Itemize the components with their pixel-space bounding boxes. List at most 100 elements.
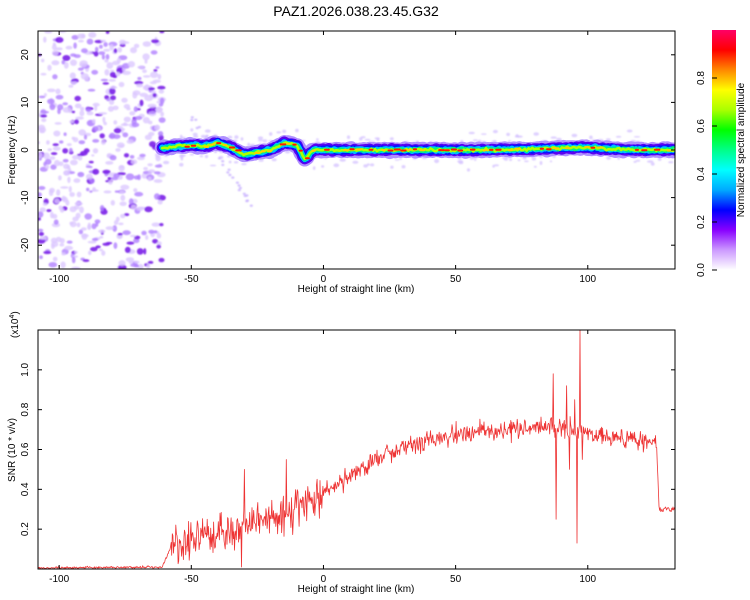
faint-blob: [271, 158, 277, 162]
noise-blob: [158, 89, 165, 94]
noise-blob: [48, 262, 58, 268]
noise-blob: [153, 69, 158, 72]
noise-blob: [54, 159, 60, 167]
faint-blob: [189, 153, 194, 156]
colorbar-tick-label: 0.8: [696, 71, 707, 85]
noise-blob: [141, 230, 147, 236]
noise-blob: [90, 247, 98, 252]
faint-blob: [626, 129, 633, 133]
noise-blob: [39, 236, 47, 240]
noise-blob: [38, 124, 46, 131]
snr-xlabel: Height of straight line (km): [298, 584, 415, 595]
noise-blob: [87, 240, 97, 244]
noise-blob: [70, 59, 77, 66]
faint-blob: [193, 135, 199, 138]
noise-blob: [73, 178, 81, 183]
snr-scale-factor: (x104): [9, 311, 21, 338]
noise-blob: [83, 134, 88, 140]
noise-blob: [69, 120, 75, 124]
noise-blob: [110, 95, 116, 101]
noise-blob: [86, 38, 94, 45]
faint-blob: [163, 160, 170, 165]
faint-blob: [466, 168, 471, 172]
noise-blob: [47, 98, 55, 105]
noise-blob: [153, 179, 163, 183]
noise-blob: [101, 139, 106, 145]
noise-blob: [157, 74, 162, 80]
noise-blob: [71, 110, 76, 114]
faint-blob: [228, 160, 232, 164]
noise-blob: [79, 110, 85, 117]
noise-blob: [80, 227, 87, 231]
noise-blob: [98, 248, 103, 252]
noise-blob: [38, 211, 44, 218]
noise-blob: [109, 86, 118, 89]
noise-blob: [59, 243, 65, 247]
noise-blob: [88, 32, 97, 38]
noise-blob: [149, 141, 156, 148]
noise-blob: [47, 148, 52, 152]
noise-blob: [106, 98, 111, 102]
noise-blob: [70, 266, 80, 269]
noise-blob: [129, 234, 137, 238]
noise-blob: [62, 107, 72, 113]
noise-blob: [40, 110, 49, 114]
noise-blob: [92, 119, 96, 124]
noise-blob: [119, 201, 127, 207]
noise-blob: [116, 57, 121, 64]
noise-blob: [113, 173, 120, 178]
noise-blob: [151, 39, 160, 44]
faint-blob: [234, 135, 239, 139]
noise-blob: [61, 252, 66, 256]
noise-blob: [115, 71, 121, 77]
streak-blob: [205, 134, 209, 138]
noise-blob: [45, 164, 50, 170]
colorbar-tick-label: 0.0: [696, 263, 707, 277]
scale-close: ): [10, 311, 21, 314]
streak-blob: [231, 176, 235, 179]
noise-blob: [158, 131, 164, 137]
noise-blob: [133, 106, 138, 113]
noise-blob: [55, 236, 62, 243]
noise-blob: [105, 226, 115, 231]
noise-blob: [144, 59, 148, 64]
faint-blob: [333, 163, 340, 168]
faint-blob: [192, 132, 198, 136]
noise-blob: [143, 248, 147, 255]
faint-blob: [390, 165, 394, 169]
noise-blob: [92, 125, 99, 132]
noise-blob: [53, 219, 59, 225]
noise-blob: [102, 82, 110, 85]
faint-blob: [514, 135, 520, 138]
faint-blob: [401, 165, 406, 169]
noise-blob: [152, 79, 161, 83]
noise-blob: [39, 207, 46, 213]
spectrogram-ytick-label: -10: [20, 190, 31, 205]
noise-blob: [113, 48, 118, 54]
streak-blob: [242, 192, 246, 195]
noise-blob: [71, 35, 79, 40]
streak-blob: [217, 157, 222, 160]
spectrogram-ytick-label: 0: [20, 147, 31, 153]
noise-blob: [103, 190, 112, 194]
noise-blob: [151, 222, 161, 227]
noise-blob: [99, 133, 105, 139]
noise-blob: [46, 140, 50, 145]
streak-blob: [238, 186, 242, 190]
faint-blob: [434, 159, 440, 164]
noise-blob: [39, 130, 45, 134]
noise-blob: [109, 44, 114, 51]
noise-blob: [38, 192, 42, 198]
noise-blob: [108, 79, 116, 82]
noise-blob: [102, 242, 110, 246]
noise-blob: [85, 165, 93, 168]
noise-blob: [101, 250, 106, 256]
faint-blob: [190, 128, 194, 132]
noise-blob: [106, 62, 114, 69]
spectrogram-ytick-label: 20: [20, 49, 31, 61]
spectrogram-content: [38, 31, 675, 269]
noise-blob: [104, 69, 110, 76]
noise-blob: [149, 111, 156, 115]
noise-blob: [85, 108, 92, 112]
